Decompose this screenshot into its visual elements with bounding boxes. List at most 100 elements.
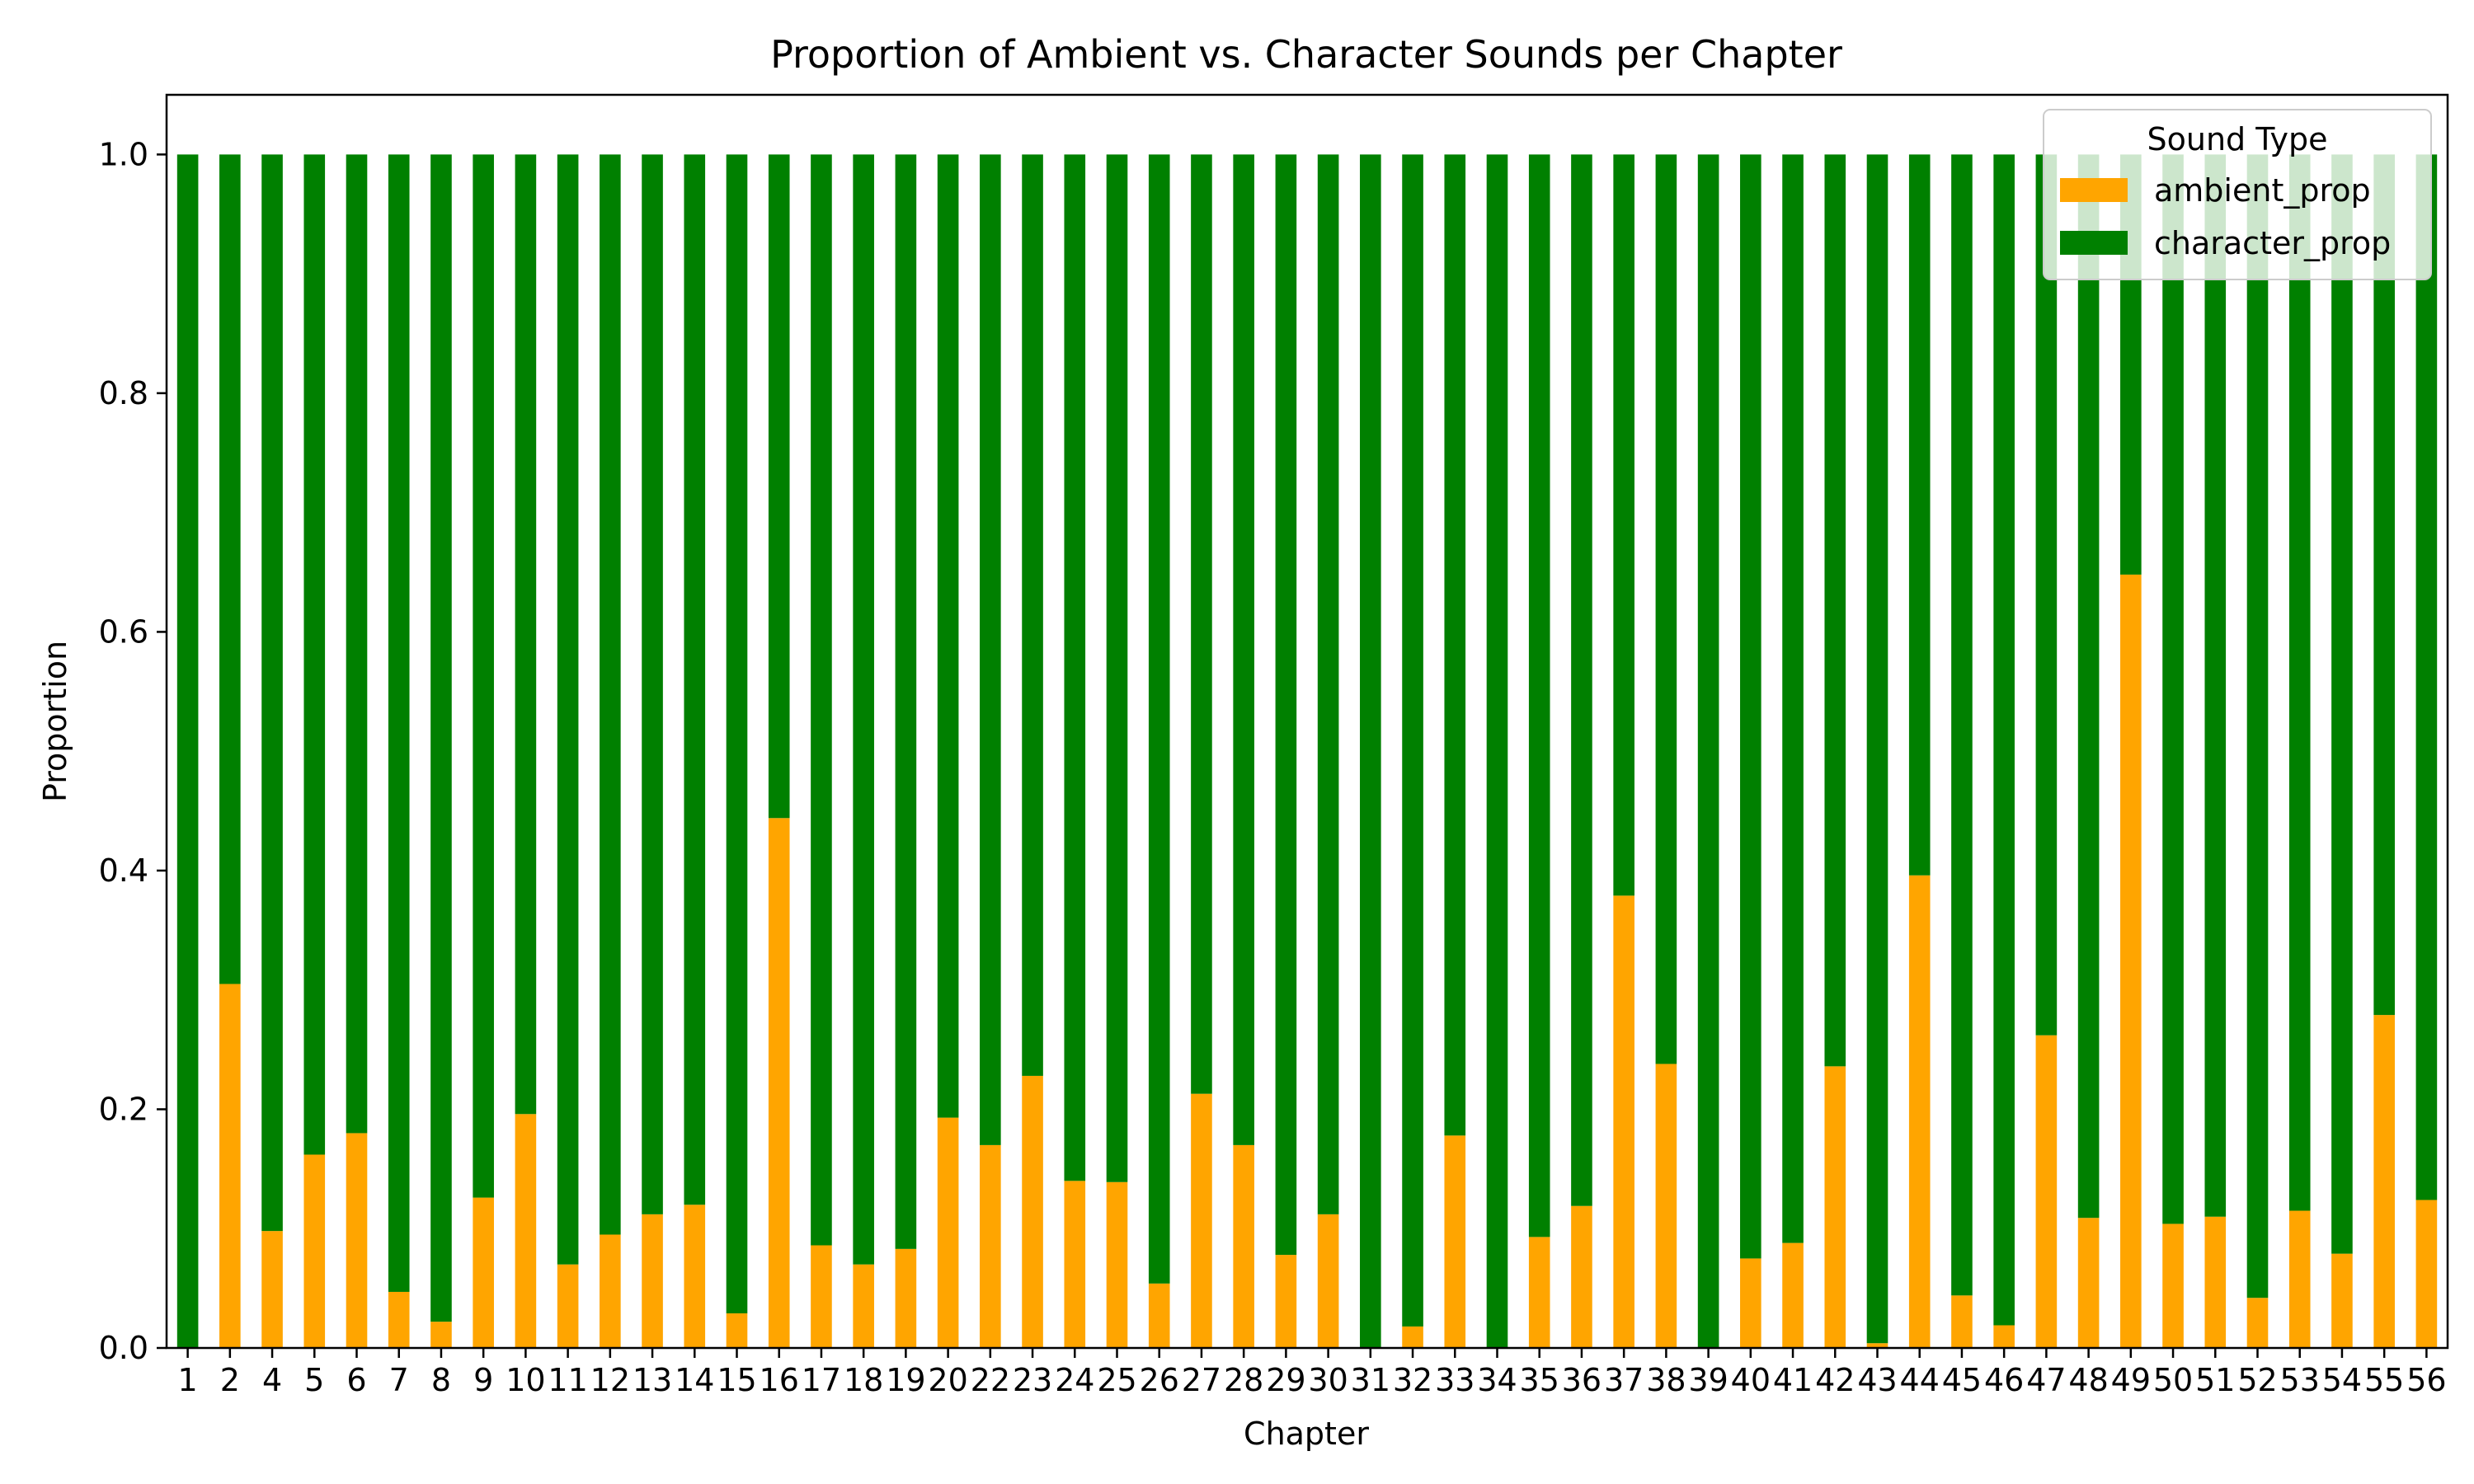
bar-ambient-prop-chapter-54 [2331, 1253, 2353, 1348]
bar-character-prop-chapter-22 [980, 154, 1001, 1145]
bar-ambient-prop-chapter-43 [1866, 1343, 1888, 1348]
bar-ambient-prop-chapter-53 [2288, 1210, 2311, 1348]
x-tick-label-6: 6 [346, 1362, 366, 1398]
bar-ambient-prop-chapter-8 [430, 1322, 452, 1348]
x-tick-label-24: 24 [1055, 1362, 1094, 1398]
bar-character-prop-chapter-8 [430, 154, 452, 1322]
y-axis: 0.0 0.2 0.4 0.6 0.8 1.0 [99, 136, 167, 1366]
bar-character-prop-chapter-30 [1317, 154, 1339, 1214]
bar-character-prop-chapter-54 [2331, 154, 2353, 1254]
bar-ambient-prop-chapter-35 [1528, 1237, 1550, 1348]
bar-character-prop-chapter-35 [1528, 154, 1550, 1237]
bar-ambient-prop-chapter-41 [1782, 1242, 1804, 1348]
bar-ambient-prop-chapter-5 [303, 1154, 326, 1348]
bar-character-prop-chapter-9 [473, 154, 494, 1198]
x-tick-label-20: 20 [928, 1362, 967, 1398]
bar-character-prop-chapter-11 [557, 154, 579, 1265]
x-tick-label-40: 40 [1731, 1362, 1771, 1398]
x-axis-label: Chapter [1244, 1416, 1369, 1452]
bar-character-prop-chapter-26 [1148, 154, 1170, 1284]
x-tick-label-48: 48 [2068, 1362, 2108, 1398]
x-tick-label-54: 54 [2322, 1362, 2362, 1398]
x-tick-label-5: 5 [304, 1362, 324, 1398]
x-tick-label-34: 34 [1477, 1362, 1517, 1398]
bar-character-prop-chapter-27 [1191, 154, 1212, 1094]
bar-character-prop-chapter-28 [1233, 154, 1254, 1145]
bar-ambient-prop-chapter-50 [2162, 1223, 2184, 1348]
bar-ambient-prop-chapter-10 [515, 1114, 537, 1348]
bar-ambient-prop-chapter-38 [1655, 1064, 1677, 1348]
x-tick-label-28: 28 [1224, 1362, 1263, 1398]
x-tick-label-45: 45 [1942, 1362, 1982, 1398]
x-tick-label-37: 37 [1604, 1362, 1644, 1398]
bar-ambient-prop-chapter-14 [684, 1205, 706, 1348]
bar-ambient-prop-chapter-44 [1908, 875, 1931, 1348]
bar-character-prop-chapter-20 [937, 154, 959, 1118]
bar-character-prop-chapter-15 [726, 154, 748, 1314]
bar-character-prop-chapter-56 [2415, 154, 2438, 1200]
chart-title: Proportion of Ambient vs. Character Soun… [770, 32, 1842, 77]
bar-character-prop-chapter-29 [1275, 154, 1297, 1256]
bar-character-prop-chapter-10 [515, 154, 537, 1115]
bar-character-prop-chapter-52 [2246, 154, 2269, 1298]
bar-ambient-prop-chapter-19 [895, 1248, 917, 1348]
bar-character-prop-chapter-47 [2035, 154, 2058, 1036]
x-tick-label-41: 41 [1773, 1362, 1813, 1398]
y-tick-label: 0.6 [99, 613, 148, 650]
bar-ambient-prop-chapter-33 [1444, 1135, 1466, 1348]
bar-ambient-prop-chapter-11 [557, 1264, 579, 1348]
bar-character-prop-chapter-13 [642, 154, 663, 1214]
x-tick-label-2: 2 [220, 1362, 240, 1398]
bar-ambient-prop-chapter-27 [1191, 1093, 1212, 1348]
y-tick-label: 1.0 [99, 136, 148, 172]
x-tick-label-8: 8 [431, 1362, 451, 1398]
bar-ambient-prop-chapter-16 [768, 818, 790, 1348]
bar-character-prop-chapter-7 [388, 154, 410, 1292]
bar-ambient-prop-chapter-23 [1022, 1075, 1043, 1348]
bar-ambient-prop-chapter-46 [1993, 1325, 2015, 1348]
bar-ambient-prop-chapter-49 [2120, 574, 2142, 1348]
x-tick-label-4: 4 [262, 1362, 282, 1398]
x-tick-label-46: 46 [1984, 1362, 2024, 1398]
x-tick-label-25: 25 [1097, 1362, 1136, 1398]
bar-ambient-prop-chapter-32 [1402, 1326, 1423, 1348]
bar-character-prop-chapter-12 [600, 154, 621, 1235]
y-tick-label: 0.2 [99, 1091, 148, 1127]
x-tick-label-56: 56 [2406, 1362, 2446, 1398]
bar-ambient-prop-chapter-55 [2373, 1015, 2395, 1348]
x-tick-label-39: 39 [1688, 1362, 1728, 1398]
bar-character-prop-chapter-31 [1360, 154, 1381, 1348]
x-tick-label-19: 19 [886, 1362, 925, 1398]
bar-ambient-prop-chapter-37 [1613, 895, 1634, 1348]
bar-character-prop-chapter-43 [1866, 154, 1888, 1344]
x-tick-label-14: 14 [675, 1362, 714, 1398]
x-tick-label-10: 10 [506, 1362, 545, 1398]
bar-character-prop-chapter-53 [2288, 154, 2311, 1211]
bar-ambient-prop-chapter-24 [1064, 1181, 1086, 1348]
legend-swatch-ambient-prop [2060, 178, 2128, 202]
x-tick-label-7: 7 [389, 1362, 409, 1398]
bar-ambient-prop-chapter-20 [937, 1117, 959, 1348]
x-tick-label-53: 53 [2280, 1362, 2320, 1398]
bar-character-prop-chapter-5 [303, 154, 326, 1155]
legend-swatch-character-prop [2060, 231, 2128, 255]
x-tick-label-31: 31 [1351, 1362, 1390, 1398]
x-tick-label-1: 1 [178, 1362, 198, 1398]
x-tick-label-13: 13 [633, 1362, 672, 1398]
bar-character-prop-chapter-36 [1571, 154, 1592, 1206]
axes-frame [165, 93, 2449, 1350]
bar-character-prop-chapter-48 [2077, 154, 2100, 1219]
x-tick-label-22: 22 [971, 1362, 1010, 1398]
x-tick-label-44: 44 [1900, 1362, 1940, 1398]
bar-ambient-prop-chapter-52 [2246, 1298, 2269, 1348]
bar-character-prop-chapter-25 [1106, 154, 1128, 1182]
bar-character-prop-chapter-51 [2204, 154, 2227, 1217]
x-tick-label-42: 42 [1815, 1362, 1855, 1398]
bar-ambient-prop-chapter-7 [388, 1291, 410, 1348]
bar-ambient-prop-chapter-36 [1571, 1205, 1592, 1348]
bar-ambient-prop-chapter-45 [1951, 1295, 1973, 1348]
bars-group [176, 154, 2438, 1348]
x-tick-label-12: 12 [590, 1362, 630, 1398]
bar-character-prop-chapter-1 [176, 154, 199, 1348]
x-tick-label-30: 30 [1308, 1362, 1348, 1398]
